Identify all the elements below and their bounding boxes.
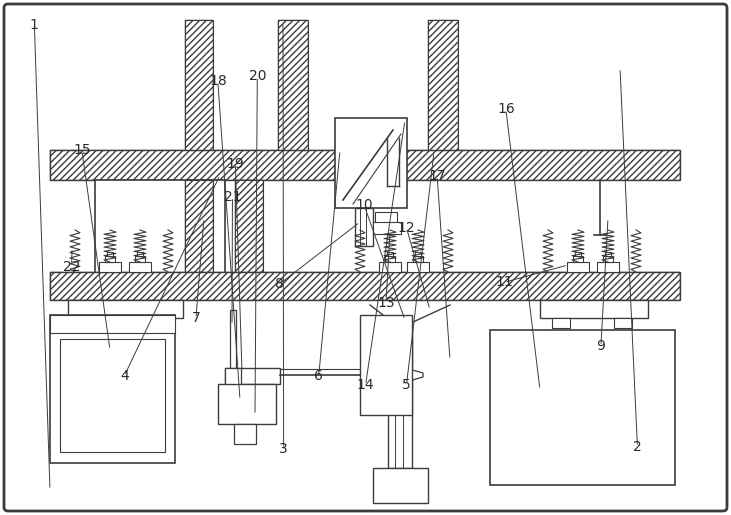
Text: 22: 22 bbox=[63, 260, 80, 274]
Text: 1: 1 bbox=[30, 18, 39, 32]
Text: 16: 16 bbox=[497, 102, 515, 116]
Bar bbox=[278, 20, 308, 150]
Bar bbox=[50, 150, 680, 180]
Bar bbox=[50, 150, 680, 180]
Text: 3: 3 bbox=[279, 442, 288, 456]
Bar bbox=[185, 180, 213, 300]
Bar bbox=[567, 262, 589, 272]
Bar bbox=[278, 20, 308, 150]
Text: 10: 10 bbox=[355, 198, 373, 212]
Text: 6: 6 bbox=[314, 369, 323, 383]
Bar bbox=[355, 208, 373, 246]
Bar bbox=[185, 20, 213, 150]
Text: 5: 5 bbox=[402, 378, 411, 392]
Bar bbox=[385, 256, 395, 262]
Bar bbox=[234, 424, 256, 444]
Bar bbox=[135, 256, 145, 262]
Bar bbox=[60, 339, 165, 452]
Text: 7: 7 bbox=[192, 311, 200, 325]
Text: 17: 17 bbox=[428, 169, 446, 183]
Bar bbox=[603, 256, 613, 262]
Bar bbox=[50, 272, 680, 300]
Bar bbox=[575, 252, 581, 256]
Bar bbox=[50, 315, 175, 333]
Bar bbox=[360, 315, 412, 415]
Bar bbox=[552, 318, 570, 328]
Bar bbox=[50, 272, 680, 300]
Bar bbox=[413, 256, 423, 262]
Bar bbox=[387, 252, 393, 256]
Text: 9: 9 bbox=[596, 339, 605, 353]
Bar bbox=[375, 212, 397, 228]
Bar bbox=[95, 180, 225, 300]
Bar bbox=[335, 118, 407, 208]
Text: 18: 18 bbox=[209, 74, 227, 89]
Text: 19: 19 bbox=[227, 157, 244, 171]
Bar bbox=[130, 318, 148, 328]
Text: 13: 13 bbox=[377, 296, 395, 310]
Bar bbox=[68, 300, 183, 318]
Bar bbox=[573, 256, 583, 262]
Bar bbox=[137, 252, 143, 256]
Text: 20: 20 bbox=[249, 69, 266, 83]
Text: 14: 14 bbox=[357, 378, 374, 392]
Bar bbox=[373, 222, 401, 234]
Text: 15: 15 bbox=[73, 143, 91, 158]
Bar bbox=[415, 252, 421, 256]
Bar bbox=[407, 262, 429, 272]
Text: 4: 4 bbox=[120, 369, 129, 383]
Bar bbox=[225, 368, 241, 403]
Bar bbox=[80, 318, 98, 328]
Text: 8: 8 bbox=[275, 277, 284, 291]
Bar bbox=[218, 384, 276, 424]
Text: 2: 2 bbox=[633, 440, 642, 454]
Bar bbox=[235, 180, 263, 300]
Bar bbox=[614, 318, 632, 328]
Bar bbox=[428, 20, 458, 150]
Text: 21: 21 bbox=[224, 190, 241, 204]
Bar bbox=[230, 310, 236, 420]
Bar bbox=[185, 20, 213, 150]
Bar bbox=[540, 300, 648, 318]
Bar bbox=[597, 262, 619, 272]
Bar bbox=[235, 180, 263, 300]
Bar bbox=[605, 252, 611, 256]
FancyBboxPatch shape bbox=[4, 4, 727, 511]
Bar bbox=[185, 180, 213, 300]
Bar bbox=[50, 315, 175, 463]
Bar bbox=[379, 262, 401, 272]
Bar bbox=[388, 328, 412, 468]
Bar bbox=[107, 252, 113, 256]
Bar bbox=[129, 262, 151, 272]
Bar bbox=[105, 256, 115, 262]
Bar bbox=[225, 368, 280, 384]
Bar bbox=[490, 330, 675, 485]
Bar bbox=[99, 262, 121, 272]
Text: 12: 12 bbox=[398, 220, 415, 235]
Polygon shape bbox=[388, 363, 423, 387]
Text: 11: 11 bbox=[496, 275, 513, 289]
Bar bbox=[428, 20, 458, 150]
Bar bbox=[373, 468, 428, 503]
